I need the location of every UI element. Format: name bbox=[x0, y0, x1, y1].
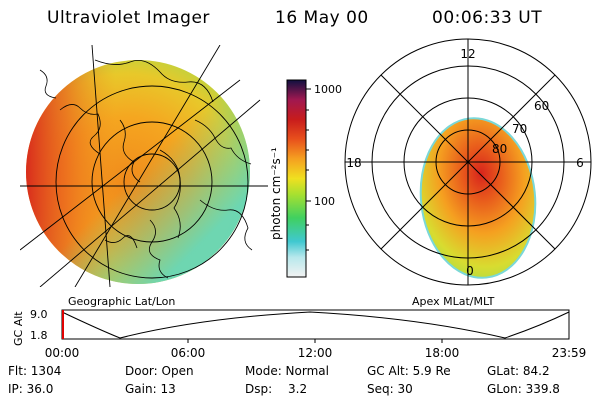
ip-value: IP: 36.0 bbox=[8, 382, 54, 396]
altitude-curve bbox=[61, 311, 570, 339]
mlt-label-0: 0 bbox=[466, 264, 474, 278]
gain-value: Gain: 13 bbox=[125, 382, 176, 396]
geographic-caption: Geographic Lat/Lon bbox=[68, 295, 176, 308]
mlt-label-18: 18 bbox=[346, 156, 361, 170]
dsp-label: Dsp: bbox=[245, 382, 273, 396]
date-label: 16 May 00 bbox=[275, 8, 369, 28]
time-tick-2359: 23:59 bbox=[552, 346, 587, 360]
mlt-label-12: 12 bbox=[460, 47, 475, 61]
coastline-overlay bbox=[39, 59, 253, 279]
time-tick-0600: 06:00 bbox=[171, 346, 206, 360]
geographic-panel bbox=[20, 45, 268, 287]
mlt-label-6: 6 bbox=[576, 156, 584, 170]
gc-altitude: GC Alt: 5.9 Re bbox=[367, 364, 451, 378]
latlon-grid bbox=[20, 45, 268, 287]
mode-value: Mode: Normal bbox=[245, 364, 329, 378]
time-tick-1800: 18:00 bbox=[425, 346, 460, 360]
alt-tick-1-8: 1.8 bbox=[30, 329, 48, 342]
polar-grid bbox=[344, 38, 592, 286]
geo-longitude: GLon: 339.8 bbox=[487, 382, 560, 396]
magnetic-panel: 12 18 6 0 60 70 80 bbox=[344, 38, 592, 286]
door-status: Door: Open bbox=[125, 364, 194, 378]
flight-number: Flt: 1304 bbox=[8, 364, 62, 378]
altitude-axis-label: GC Alt bbox=[12, 311, 25, 346]
mlat-label-80: 80 bbox=[492, 142, 507, 156]
sequence-number: Seq: 30 bbox=[367, 382, 413, 396]
geo-latitude: GLat: 84.2 bbox=[487, 364, 550, 378]
mlat-label-70: 70 bbox=[512, 122, 527, 136]
altitude-plot: GC Alt 9.0 1.8 00:00 06:00 12:00 18:00 2… bbox=[12, 308, 586, 360]
magnetic-caption: Apex MLat/MLT bbox=[412, 295, 495, 308]
time-tick-1200: 12:00 bbox=[298, 346, 333, 360]
time-tick-0000: 00:00 bbox=[45, 346, 80, 360]
colorbar-unit-label: photon cm⁻²s⁻¹ bbox=[269, 147, 283, 240]
auroral-image-magnetic bbox=[420, 118, 536, 278]
colorbar-tick-100: 100 bbox=[314, 195, 335, 208]
instrument-title: Ultraviolet Imager bbox=[47, 8, 210, 28]
mlat-label-60: 60 bbox=[534, 99, 549, 113]
dsp-value: 3.2 bbox=[288, 382, 308, 396]
time-label: 00:06:33 UT bbox=[432, 8, 543, 28]
alt-tick-9: 9.0 bbox=[30, 308, 48, 321]
colorbar: 1000 100 photon cm⁻²s⁻¹ bbox=[269, 79, 342, 278]
colorbar-tick-1000: 1000 bbox=[314, 83, 342, 96]
